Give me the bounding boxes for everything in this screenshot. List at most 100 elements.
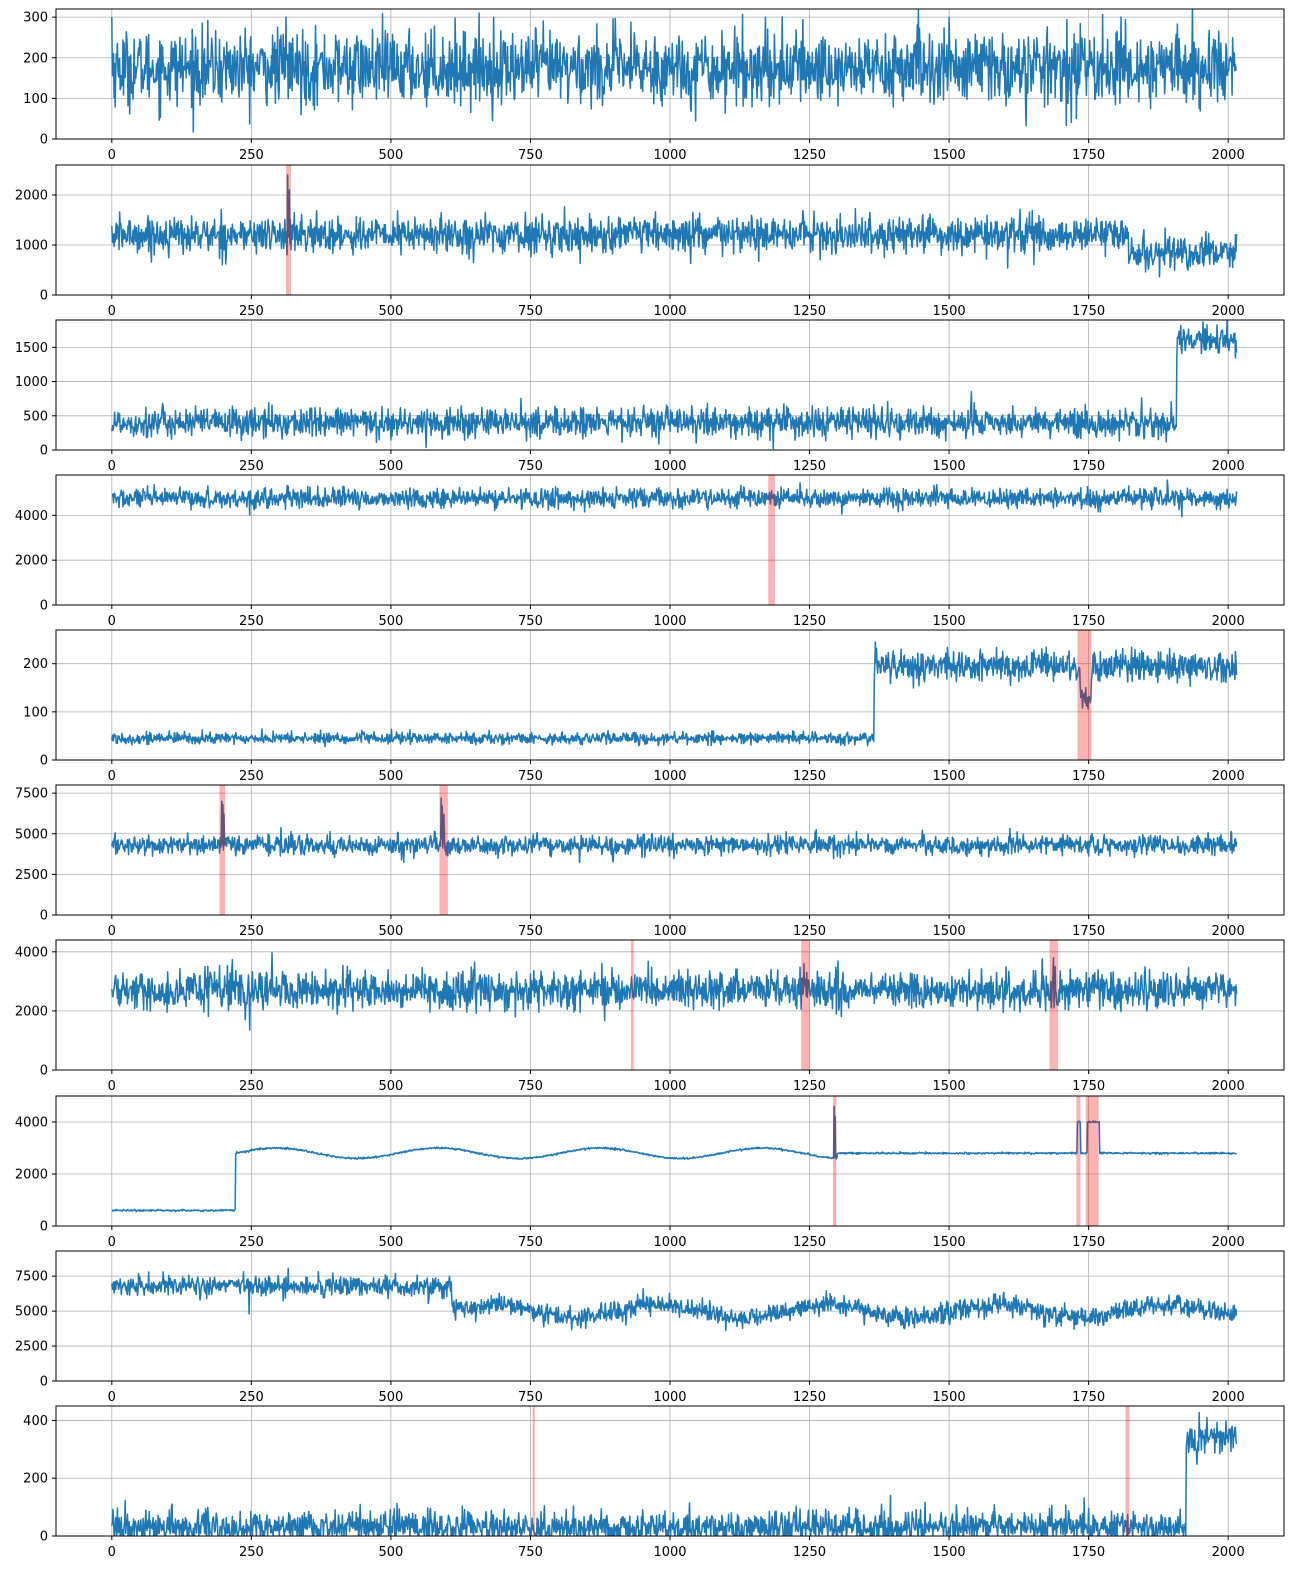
x-tick-label: 250: [239, 924, 264, 939]
y-tick-label: 1500: [15, 341, 48, 356]
subplot-6: 0 250 500 750 1000 1250 1500 1750 2000 0 2500 5000 7…: [15, 784, 1285, 939]
subplot-1: 0 250 500 750 1000 1250 1500 1750 2000 0 100 200 300: [23, 8, 1285, 163]
x-tick-label: 1750: [1072, 1390, 1105, 1405]
x-tick-label: 2000: [1212, 1545, 1245, 1560]
x-tick-label: 1250: [793, 459, 826, 474]
x-tick-label: 500: [378, 1545, 403, 1560]
y-tick-label: 0: [40, 289, 48, 304]
anomaly-band: [532, 1406, 535, 1536]
x-tick-label: 750: [518, 1390, 543, 1405]
anomaly-band: [1077, 630, 1092, 760]
x-tick-label: 250: [239, 614, 264, 629]
subplot-10: 0 250 500 750 1000 1250 1500 1750 2000 0 200 400: [23, 1405, 1285, 1560]
x-tick-label: 1250: [793, 769, 826, 784]
y-tick-label: 2000: [15, 189, 48, 204]
y-tick-label: 0: [40, 444, 48, 459]
x-tick-label: 1000: [653, 1390, 686, 1405]
x-tick-label: 1000: [653, 459, 686, 474]
series-line: [111, 320, 1238, 450]
x-tick-label: 250: [239, 1079, 264, 1094]
x-tick-label: 2000: [1212, 1235, 1245, 1250]
x-tick-label: 500: [378, 1235, 403, 1250]
anomaly-band: [630, 940, 634, 1070]
x-tick-label: 0: [108, 304, 116, 319]
x-tick-label: 1500: [933, 1390, 966, 1405]
x-tick-label: 0: [108, 1545, 116, 1560]
x-tick-label: 2000: [1212, 769, 1245, 784]
anomaly-band: [801, 940, 810, 1070]
x-tick-label: 1000: [653, 614, 686, 629]
x-tick-label: 750: [518, 924, 543, 939]
x-tick-label: 2000: [1212, 924, 1245, 939]
x-tick-label: 1500: [933, 614, 966, 629]
x-tick-label: 1500: [933, 1545, 966, 1560]
anomaly-band: [1125, 1406, 1130, 1536]
x-tick-label: 1250: [793, 148, 826, 163]
y-tick-label: 7500: [15, 787, 48, 802]
y-tick-label: 7500: [15, 1270, 48, 1285]
series-line: [111, 9, 1238, 133]
x-tick-label: 2000: [1212, 148, 1245, 163]
x-tick-label: 1750: [1072, 304, 1105, 319]
x-tick-label: 1000: [653, 769, 686, 784]
x-tick-label: 2000: [1212, 304, 1245, 319]
y-tick-label: 2000: [15, 554, 48, 569]
x-tick-label: 750: [518, 1079, 543, 1094]
anomaly-band: [1076, 1096, 1081, 1226]
subplot-7: 0 250 500 750 1000 1250 1500 1750 2000 0 2000 4000: [15, 939, 1285, 1094]
y-tick-label: 200: [23, 51, 48, 66]
x-tick-label: 1000: [653, 1235, 686, 1250]
y-tick-label: 300: [23, 11, 48, 26]
x-tick-label: 0: [108, 924, 116, 939]
y-tick-label: 100: [23, 92, 48, 107]
x-tick-label: 1000: [653, 1079, 686, 1094]
anomaly-band: [285, 165, 291, 295]
x-tick-label: 1250: [793, 614, 826, 629]
y-tick-label: 100: [23, 705, 48, 720]
x-tick-label: 250: [239, 769, 264, 784]
x-tick-label: 1750: [1072, 924, 1105, 939]
y-tick-label: 0: [40, 599, 48, 614]
y-tick-label: 2000: [15, 1004, 48, 1019]
x-tick-label: 750: [518, 769, 543, 784]
series-line: [111, 952, 1238, 1031]
x-tick-label: 500: [378, 459, 403, 474]
x-tick-label: 1500: [933, 1079, 966, 1094]
y-tick-label: 4000: [15, 509, 48, 524]
anomaly-band: [832, 1096, 837, 1226]
x-tick-label: 1750: [1072, 1235, 1105, 1250]
subplot-9: 0 250 500 750 1000 1250 1500 1750 2000 0 2500 5000 7…: [15, 1250, 1285, 1405]
anomaly-band: [219, 785, 226, 915]
y-tick-label: 0: [40, 133, 48, 148]
y-tick-label: 5000: [15, 1305, 48, 1320]
x-tick-label: 250: [239, 148, 264, 163]
series-line: [111, 1105, 1238, 1213]
anomaly-band: [439, 785, 448, 915]
x-tick-label: 750: [518, 148, 543, 163]
x-tick-label: 750: [518, 614, 543, 629]
series-line: [111, 479, 1238, 518]
x-tick-label: 1250: [793, 1545, 826, 1560]
x-tick-label: 750: [518, 459, 543, 474]
x-tick-label: 1000: [653, 1545, 686, 1560]
x-tick-label: 1250: [793, 304, 826, 319]
y-tick-label: 0: [40, 1530, 48, 1545]
x-tick-label: 1250: [793, 1235, 826, 1250]
series-line: [111, 1267, 1238, 1332]
x-tick-label: 750: [518, 304, 543, 319]
x-tick-label: 1750: [1072, 769, 1105, 784]
y-tick-label: 4000: [15, 1116, 48, 1131]
x-tick-label: 1750: [1072, 614, 1105, 629]
y-tick-label: 200: [23, 1472, 48, 1487]
y-tick-label: 5000: [15, 827, 48, 842]
subplot-4: 0 250 500 750 1000 1250 1500 1750 2000 0 2000 4000: [15, 474, 1285, 629]
x-tick-label: 1500: [933, 148, 966, 163]
y-tick-label: 2500: [15, 1340, 48, 1355]
series-line: [111, 1411, 1238, 1536]
x-tick-label: 1750: [1072, 148, 1105, 163]
x-tick-label: 1500: [933, 459, 966, 474]
x-tick-label: 0: [108, 769, 116, 784]
x-tick-label: 2000: [1212, 1079, 1245, 1094]
x-tick-label: 1500: [933, 304, 966, 319]
